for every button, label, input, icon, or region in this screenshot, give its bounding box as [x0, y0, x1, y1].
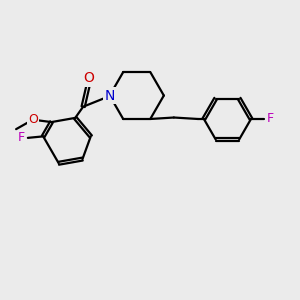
- Text: O: O: [28, 113, 38, 126]
- Text: N: N: [104, 88, 115, 103]
- Text: F: F: [18, 131, 25, 144]
- Text: F: F: [267, 112, 274, 125]
- Text: O: O: [83, 71, 94, 85]
